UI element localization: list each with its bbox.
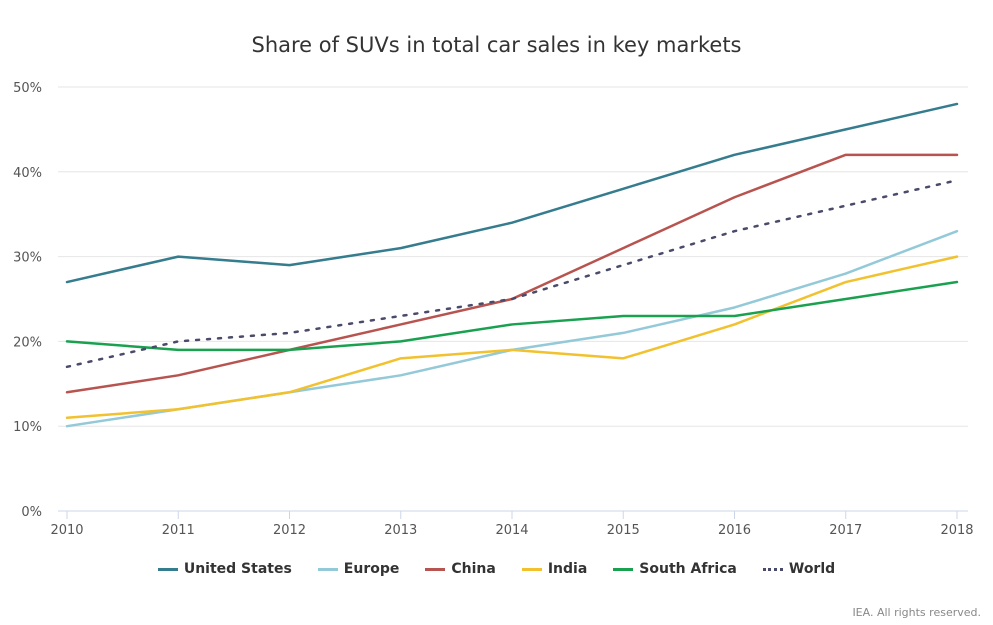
x-tick-label: 2010: [50, 523, 83, 538]
legend-swatch: [157, 567, 178, 571]
legend: United States Europe China India South Afric…: [0, 561, 993, 577]
x-tick-label: 2012: [273, 523, 306, 538]
legend-label: World: [788, 561, 836, 577]
legend-label: India: [547, 561, 588, 577]
x-tick-label: 2018: [940, 523, 973, 538]
series-line-united-states[interactable]: [65, 102, 959, 284]
legend-label: United States: [183, 561, 292, 577]
legend-item-world[interactable]: World: [762, 561, 836, 577]
gridlines: [58, 86, 968, 427]
y-tick-label: 0%: [21, 505, 42, 520]
chart-title: Share of SUVs in total car sales in key …: [251, 33, 742, 57]
legend-item-china[interactable]: China: [425, 561, 496, 577]
legend-swatch: [317, 567, 338, 571]
legend-item-india[interactable]: India: [521, 561, 588, 577]
x-tick-label: 2014: [495, 523, 528, 538]
series-line-south-africa[interactable]: [65, 280, 959, 352]
legend-item-united-states[interactable]: United States: [157, 561, 292, 577]
y-tick-label: 30%: [13, 251, 42, 266]
x-axis: 2010 2011 2012 2013 2014 2015 2016 2017 2018: [50, 510, 974, 538]
y-axis-ticks: 0% 10% 20% 30% 40% 50%: [13, 81, 42, 520]
y-tick-label: 10%: [13, 420, 42, 435]
series-lines: [65, 102, 959, 428]
x-tick-label: 2017: [829, 523, 862, 538]
series-line-china[interactable]: [65, 153, 959, 394]
y-tick-label: 40%: [13, 166, 42, 181]
legend-swatch: [613, 567, 634, 571]
series-line-europe[interactable]: [65, 229, 959, 428]
y-tick-label: 50%: [13, 81, 42, 96]
legend-item-europe[interactable]: Europe: [317, 561, 400, 577]
series-line-india[interactable]: [65, 255, 959, 419]
x-tick-label: 2011: [162, 523, 195, 538]
legend-label: Europe: [343, 561, 400, 577]
legend-item-south-africa[interactable]: South Africa: [613, 561, 737, 577]
y-tick-label: 20%: [13, 335, 42, 350]
legend-swatch: [425, 567, 446, 571]
x-tick-label: 2016: [718, 523, 751, 538]
legend-label: South Africa: [639, 561, 737, 577]
credit-text: IEA. All rights reserved.: [852, 606, 981, 619]
legend-swatch: [521, 567, 542, 571]
x-tick-label: 2015: [607, 523, 640, 538]
legend-swatch: [762, 567, 783, 571]
x-tick-label: 2013: [384, 523, 417, 538]
legend-label: China: [451, 561, 496, 577]
series-line-world[interactable]: [65, 179, 959, 369]
